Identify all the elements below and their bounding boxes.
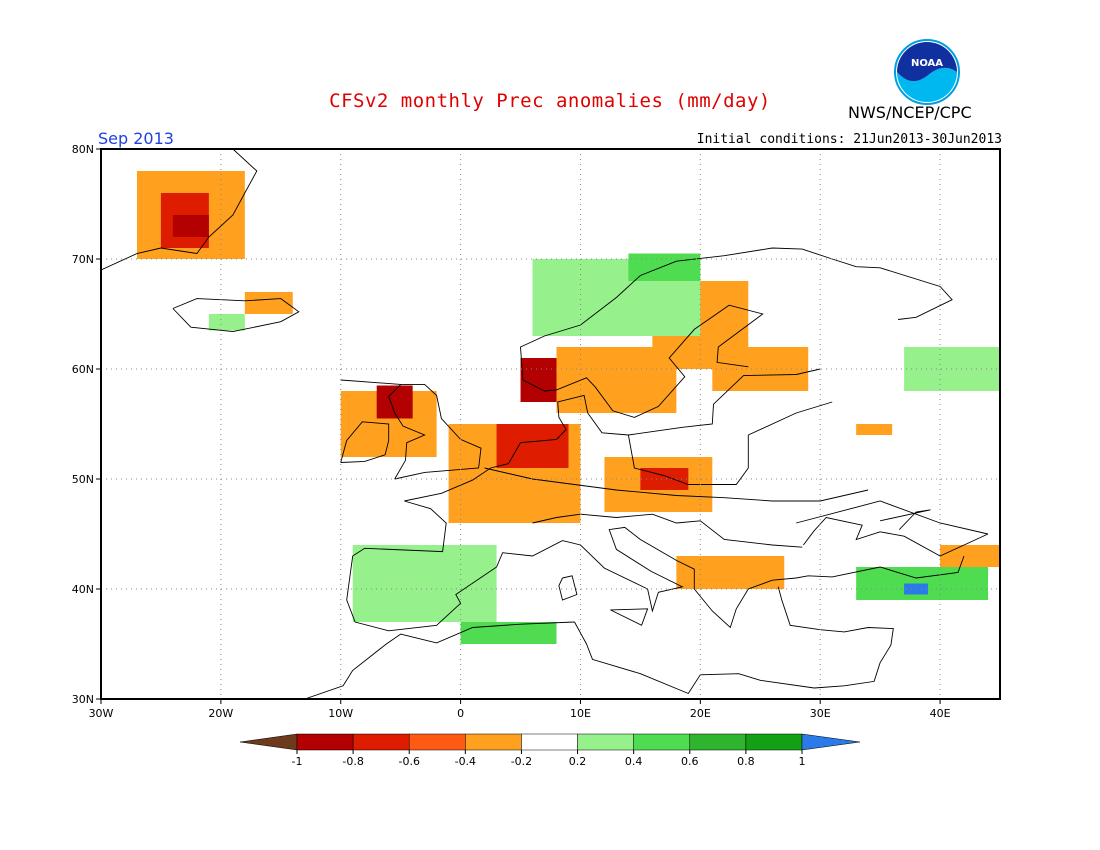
anomaly-cell	[856, 424, 893, 435]
lat-tick-label: 80N	[72, 143, 94, 156]
coastline	[880, 509, 931, 530]
colorbar-label: 0.2	[569, 755, 587, 768]
lon-tick-label: 10E	[570, 707, 591, 720]
anomaly-cell	[244, 292, 293, 314]
anomaly-cells	[136, 171, 1000, 644]
colorbar-box	[408, 733, 466, 751]
anomaly-cell	[208, 314, 245, 331]
colorbar-arrow-high	[801, 733, 861, 751]
coastline	[172, 298, 300, 333]
lat-tick-label: 40N	[72, 583, 94, 596]
colorbar-label: 0.4	[625, 755, 643, 768]
coastline	[803, 517, 989, 557]
coastline	[520, 247, 953, 381]
lat-tick-label: 70N	[72, 253, 94, 266]
anomaly-cell	[628, 253, 701, 281]
coastlines	[101, 149, 989, 699]
colorbar-label: -0.8	[342, 755, 363, 768]
coastline	[304, 621, 575, 699]
initial-conditions-label: Initial conditions: 21Jun2013-30Jun2013	[696, 132, 1002, 147]
coastline	[610, 608, 649, 626]
coastline	[522, 304, 764, 418]
colorbar-label: -0.6	[398, 755, 419, 768]
coastline	[388, 383, 482, 480]
anomaly-cell	[940, 545, 1000, 567]
colorbar-box	[745, 733, 803, 751]
coastline	[558, 575, 578, 601]
colorbar-box	[296, 733, 354, 751]
axis-ticks: 30W 20W 10W 0 10E 20E 30E 40E 30N 40N 50N 60N 70N 80N	[72, 143, 951, 720]
coastline	[627, 401, 833, 485]
coastline	[340, 379, 401, 385]
anomaly-cell	[712, 347, 809, 391]
coastline	[484, 467, 869, 502]
colorbar-label: 0.6	[681, 755, 699, 768]
colorbar-box	[352, 733, 410, 751]
anomaly-cell	[460, 622, 557, 644]
lat-tick-label: 30N	[72, 693, 94, 706]
org-label: NWS/NCEP/CPC	[848, 103, 972, 122]
colorbar-box	[577, 733, 634, 751]
lon-tick-label: 30E	[810, 707, 831, 720]
colorbar-box	[689, 733, 747, 751]
map-frame	[100, 148, 1001, 700]
colorbar-label: -0.2	[511, 755, 532, 768]
coastline	[101, 149, 258, 271]
coastline	[574, 586, 894, 695]
map-title: CFSv2 monthly Prec anomalies (mm/day)	[329, 90, 771, 112]
colorbar-arrow-low	[239, 733, 298, 751]
lat-tick-label: 50N	[72, 473, 94, 486]
lon-tick-label: 0	[457, 707, 464, 720]
colorbar-label: -0.4	[455, 755, 476, 768]
colorbar-box	[521, 733, 578, 751]
colorbar-label: 0.8	[737, 755, 755, 768]
lon-tick-label: 10W	[328, 707, 353, 720]
colorbar-label: -1	[292, 755, 303, 768]
month-label: Sep 2013	[98, 129, 174, 148]
anomaly-cell	[904, 347, 1000, 391]
grid-lines	[101, 149, 1000, 699]
coastline	[346, 526, 965, 632]
colorbar-box	[465, 733, 522, 751]
lon-tick-label: 20E	[690, 707, 711, 720]
coastline	[532, 513, 803, 548]
lon-tick-label: 30W	[89, 707, 114, 720]
anomaly-cell	[172, 215, 209, 237]
anomaly-cell	[640, 468, 689, 490]
noaa-logo: NOAA	[894, 39, 960, 105]
coastline	[340, 421, 390, 463]
lon-tick-label: 40E	[930, 707, 951, 720]
colorbar-label: 1	[799, 755, 806, 768]
noaa-logo-text: NOAA	[911, 58, 943, 69]
coastline	[352, 368, 821, 557]
anomaly-cell	[496, 424, 569, 468]
lat-tick-label: 60N	[72, 363, 94, 376]
lon-tick-label: 20W	[208, 707, 233, 720]
coastline	[796, 500, 989, 535]
colorbar-box	[633, 733, 691, 751]
